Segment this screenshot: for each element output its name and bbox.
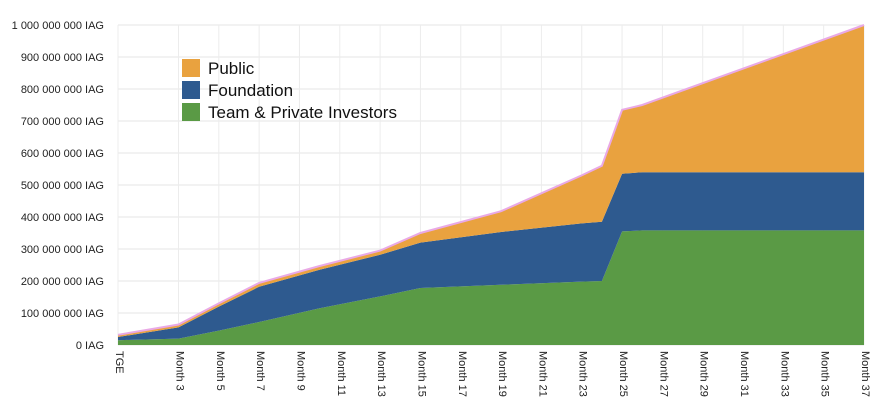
legend-label: Foundation (208, 81, 293, 100)
y-axis: 0 IAG 100 000 000 IAG 200 000 000 IAG 300 0… (12, 20, 104, 352)
y-tick-label: 0 IAG (76, 340, 104, 352)
area-foundation (118, 172, 864, 341)
x-tick-label: Month 21 (536, 351, 548, 397)
x-tick-label: Month 7 (254, 351, 266, 391)
area-public (118, 25, 864, 337)
y-tick-label: 600 000 000 IAG (21, 148, 104, 160)
total-outline (117, 24, 865, 336)
area-team-private-investors (118, 230, 864, 345)
y-tick-label: 500 000 000 IAG (21, 180, 104, 192)
x-tick-label: Month 5 (214, 351, 226, 391)
y-tick-label: 700 000 000 IAG (21, 116, 104, 128)
legend-label: Team & Private Investors (208, 103, 397, 122)
y-tick-label: 100 000 000 IAG (21, 308, 104, 320)
x-tick-label: Month 3 (173, 351, 185, 391)
legend-swatch (182, 59, 200, 77)
legend-label: Public (208, 59, 255, 78)
y-tick-label: 200 000 000 IAG (21, 276, 104, 288)
x-tick-label: Month 19 (496, 351, 508, 397)
legend-swatch (182, 103, 200, 121)
area-series (117, 24, 865, 345)
x-tick-label: Month 15 (415, 351, 427, 397)
x-tick-label: Month 9 (294, 351, 306, 391)
x-tick-label: Month 37 (859, 351, 871, 397)
x-tick-label: Month 25 (617, 351, 629, 397)
x-tick-label: Month 11 (335, 351, 347, 396)
x-axis: TGE Month 3 Month 5 Month 7 Month 9 Month 11 M… (113, 351, 871, 397)
x-tick-label: Month 27 (657, 351, 669, 397)
y-tick-label: 800 000 000 IAG (21, 84, 104, 96)
x-tick-label: Month 29 (698, 351, 710, 397)
x-tick-label: Month 17 (456, 351, 468, 397)
legend-swatch (182, 81, 200, 99)
x-tick-label: Month 31 (738, 351, 750, 397)
x-tick-label: TGE (113, 351, 125, 374)
y-tick-label: 400 000 000 IAG (21, 212, 104, 224)
y-tick-label: 900 000 000 IAG (21, 52, 104, 64)
y-tick-label: 300 000 000 IAG (21, 244, 104, 256)
x-tick-label: Month 33 (778, 351, 790, 397)
y-tick-label: 1 000 000 000 IAG (12, 20, 104, 32)
x-tick-label: Month 35 (819, 351, 831, 397)
legend: Public Foundation Team & Private Investors (182, 59, 397, 122)
x-tick-label: Month 13 (375, 351, 387, 397)
x-tick-label: Month 23 (577, 351, 589, 397)
